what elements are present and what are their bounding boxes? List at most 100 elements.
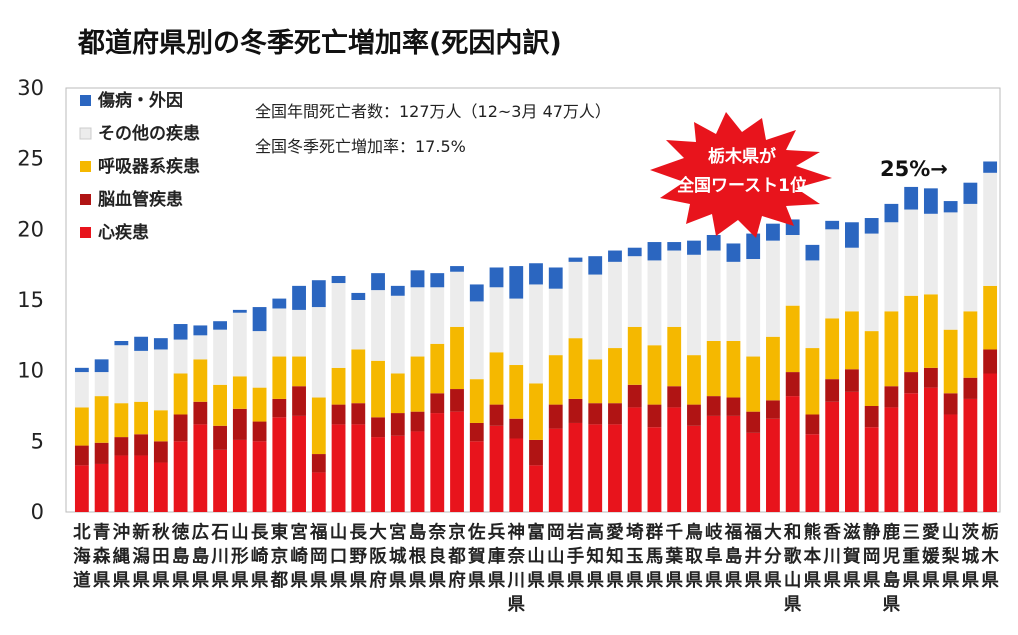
category-label: 茨城県 — [962, 522, 980, 591]
badge-line-1: 栃木県が — [708, 146, 776, 167]
bar-stack-23 — [509, 266, 524, 512]
bar-injury — [371, 273, 385, 291]
bar-resp — [529, 383, 543, 440]
category-label: 福岡県 — [309, 522, 328, 591]
bar-stack-26 — [568, 257, 583, 512]
legend-item-heart: 心疾患 — [80, 222, 149, 243]
bar-cerebro — [568, 398, 583, 423]
bar-stack-34 — [726, 243, 741, 512]
bar-resp — [311, 397, 326, 455]
bar-heart — [173, 441, 188, 512]
bar-other — [548, 288, 563, 356]
bar-stack-11 — [272, 298, 287, 512]
bar-other — [825, 229, 840, 319]
y-tick-label: 5 — [31, 429, 44, 453]
bar-other — [805, 260, 820, 349]
bar-heart — [193, 424, 208, 512]
bar-heart — [884, 407, 899, 512]
bar-other — [568, 261, 583, 339]
bar-resp — [726, 340, 741, 398]
bar-heart — [548, 428, 563, 512]
legend-item-cerebro: 脳血管疾患 — [80, 189, 183, 210]
category-label: 東京都 — [270, 522, 289, 591]
bar-stack-10 — [252, 307, 267, 512]
bar-injury — [509, 266, 524, 299]
bar-other — [963, 203, 978, 312]
bar-cerebro — [746, 411, 761, 433]
category-label: 青森県 — [93, 522, 111, 591]
bar-injury — [410, 270, 425, 288]
bar-heart — [904, 393, 919, 512]
bar-cerebro — [785, 372, 800, 397]
bar-stack-27 — [588, 256, 603, 512]
bar-injury — [74, 367, 89, 373]
bar-cerebro — [74, 445, 89, 466]
bar-injury — [963, 182, 978, 204]
bar-heart — [252, 441, 267, 512]
x-axis-labels: 北海道青森県沖縄県新潟県秋田県徳島県広島県石川県山形県長崎県東京都宮崎県福岡県山… — [73, 522, 999, 615]
bar-resp — [450, 326, 464, 390]
bars — [74, 161, 998, 512]
bar-stack-3 — [114, 340, 129, 512]
bar-resp — [785, 305, 800, 373]
category-label: 静岡県 — [863, 522, 881, 591]
bar-heart — [706, 415, 721, 512]
bar-heart — [647, 427, 662, 512]
bar-resp — [193, 359, 208, 402]
category-label: 神奈川県 — [507, 522, 526, 615]
bar-injury — [331, 275, 346, 284]
bar-resp — [667, 326, 682, 387]
category-label: 滋賀県 — [842, 522, 861, 591]
bar-resp — [864, 331, 879, 406]
bar-cerebro — [687, 404, 701, 426]
bar-injury — [588, 256, 603, 275]
bar-cerebro — [213, 425, 227, 450]
bar-heart — [923, 387, 938, 512]
bar-other — [173, 339, 188, 374]
y-tick-label: 0 — [31, 500, 44, 524]
bar-resp — [687, 355, 701, 405]
bar-stack-22 — [489, 267, 504, 512]
bar-resp — [825, 318, 840, 380]
bar-heart — [74, 465, 89, 512]
bar-stack-16 — [371, 273, 385, 512]
bar-resp — [153, 410, 168, 442]
bar-stack-42 — [884, 203, 899, 512]
bar-resp — [331, 367, 346, 405]
bar-stack-35 — [746, 233, 761, 512]
bar-cerebro — [509, 418, 524, 439]
category-label: 兵庫県 — [488, 522, 506, 591]
bar-injury — [114, 340, 129, 346]
bar-resp — [884, 311, 899, 387]
y-tick-label: 10 — [17, 359, 44, 383]
bar-other — [904, 209, 919, 296]
bar-resp — [390, 373, 405, 414]
bar-other — [232, 312, 247, 377]
category-label: 和歌山県 — [784, 523, 802, 615]
bar-heart — [983, 373, 998, 512]
bar-heart — [864, 427, 879, 512]
bar-heart — [94, 463, 109, 512]
bar-cerebro — [489, 404, 504, 426]
bar-stack-44 — [923, 188, 938, 512]
legend-label: 心疾患 — [98, 222, 149, 243]
bar-cerebro — [450, 389, 464, 412]
bar-injury — [943, 201, 958, 213]
category-label: 千葉県 — [664, 523, 683, 591]
bar-cerebro — [134, 434, 149, 456]
bar-stack-37 — [785, 219, 800, 512]
note-winter-increase: 全国冬季死亡増加率：17.5% — [255, 137, 466, 156]
category-label: 秋田県 — [152, 522, 170, 591]
bar-resp — [213, 384, 227, 426]
y-tick-label: 15 — [17, 288, 44, 312]
bar-resp — [766, 336, 780, 401]
bar-heart — [568, 422, 583, 512]
bar-cerebro — [647, 404, 662, 428]
bar-stack-36 — [766, 223, 780, 512]
bar-injury — [134, 336, 149, 351]
bar-other — [529, 284, 543, 384]
category-label: 長崎県 — [251, 523, 269, 591]
legend-item-resp: 呼吸器系疾患 — [80, 156, 200, 177]
bar-heart — [430, 413, 445, 512]
category-label: 岩手県 — [566, 522, 585, 591]
